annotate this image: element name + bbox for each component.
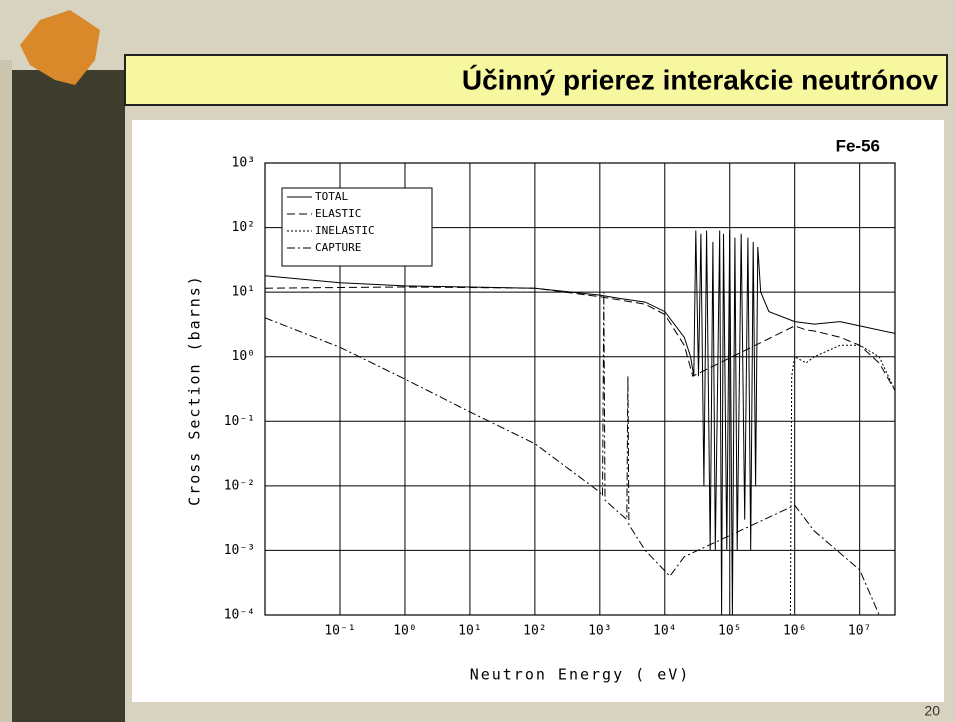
series-line: [264, 292, 880, 616]
chart-title: Fe-56: [836, 136, 880, 155]
x-tick-label: 10¹: [458, 624, 481, 639]
x-tick-label: 10⁶: [783, 624, 806, 639]
x-tick-label: 10⁵: [718, 624, 741, 639]
leaf-icon: [20, 10, 100, 85]
title-banner: [124, 54, 948, 106]
series-line: [264, 286, 896, 391]
y-axis-label: Cross Section (barns): [186, 274, 204, 506]
y-tick-label: 10¹: [232, 285, 255, 300]
x-axis-label: Neutron Energy ( eV): [470, 666, 691, 684]
y-tick-label: 10⁻²: [224, 478, 255, 493]
x-tick-label: 10³: [588, 624, 611, 639]
y-tick-label: 10⁻¹: [224, 414, 255, 429]
x-tick-label: 10²: [523, 624, 546, 639]
page-number: 20: [924, 703, 940, 719]
x-tick-label: 10⁴: [653, 624, 676, 639]
chart-panel: [132, 120, 944, 702]
series-line: [264, 230, 896, 616]
legend-label: CAPTURE: [315, 241, 361, 254]
legend-box: [281, 187, 433, 267]
y-tick-label: 10⁻³: [224, 543, 255, 558]
left-edge: [0, 60, 12, 722]
x-tick-label: 10⁰: [393, 624, 416, 639]
y-tick-label: 10⁰: [232, 349, 255, 364]
legend-label: TOTAL: [315, 190, 348, 203]
legend-label: INELASTIC: [315, 224, 375, 237]
slide-title: Účinný prierez interakcie neutrónov: [462, 64, 939, 95]
y-tick-label: 10³: [232, 156, 255, 171]
left-bar: [12, 70, 125, 722]
legend-label: ELASTIC: [315, 207, 361, 220]
x-tick-label: 10⁷: [848, 624, 871, 639]
y-tick-label: 10⁻⁴: [224, 608, 255, 623]
y-tick-label: 10²: [232, 220, 255, 235]
x-tick-label: 10⁻¹: [324, 624, 355, 639]
series-line: [789, 344, 896, 616]
